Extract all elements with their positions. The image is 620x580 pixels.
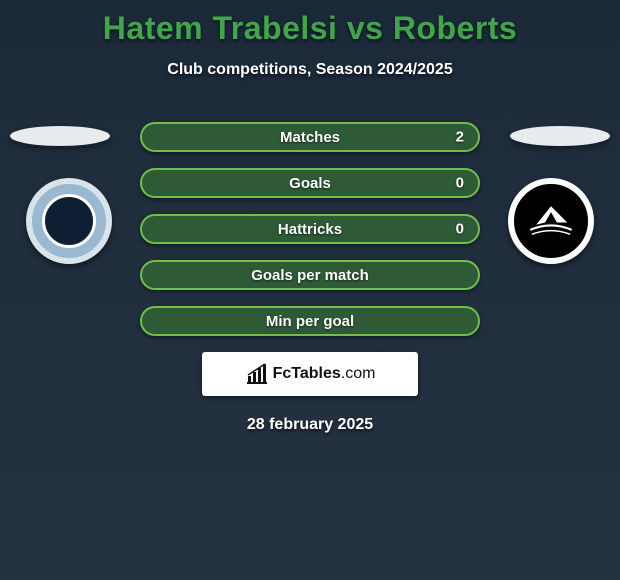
stat-row-goals-per-match: Goals per match xyxy=(140,260,480,290)
player-photo-right xyxy=(510,126,610,146)
stat-value: 2 xyxy=(456,129,464,146)
stat-label: Hattricks xyxy=(278,221,342,238)
footer-date: 28 february 2025 xyxy=(140,416,480,434)
stat-value: 0 xyxy=(456,175,464,192)
page-subtitle: Club competitions, Season 2024/2025 xyxy=(0,61,620,79)
plymouth-crest-icon xyxy=(508,178,594,264)
stat-value: 0 xyxy=(456,221,464,238)
stat-row-goals: Goals 0 xyxy=(140,168,480,198)
stat-row-matches: Matches 2 xyxy=(140,122,480,152)
stat-label: Goals xyxy=(289,175,331,192)
brand-text: FcTables.com xyxy=(273,365,376,383)
page-title: Hatem Trabelsi vs Roberts xyxy=(0,0,620,47)
bar-chart-icon xyxy=(245,362,269,386)
brand-tld: .com xyxy=(341,365,376,382)
stat-label: Goals per match xyxy=(251,267,369,284)
stats-table: Matches 2 Goals 0 Hattricks 0 Goals per … xyxy=(140,122,480,434)
stat-label: Matches xyxy=(280,129,340,146)
stat-row-min-per-goal: Min per goal xyxy=(140,306,480,336)
stat-label: Min per goal xyxy=(266,313,354,330)
stat-row-hattricks: Hattricks 0 xyxy=(140,214,480,244)
fctables-branding[interactable]: FcTables.com xyxy=(202,352,418,396)
player-photo-left xyxy=(10,126,110,146)
man-city-crest-icon xyxy=(26,178,112,264)
brand-name: FcTables xyxy=(273,365,341,382)
